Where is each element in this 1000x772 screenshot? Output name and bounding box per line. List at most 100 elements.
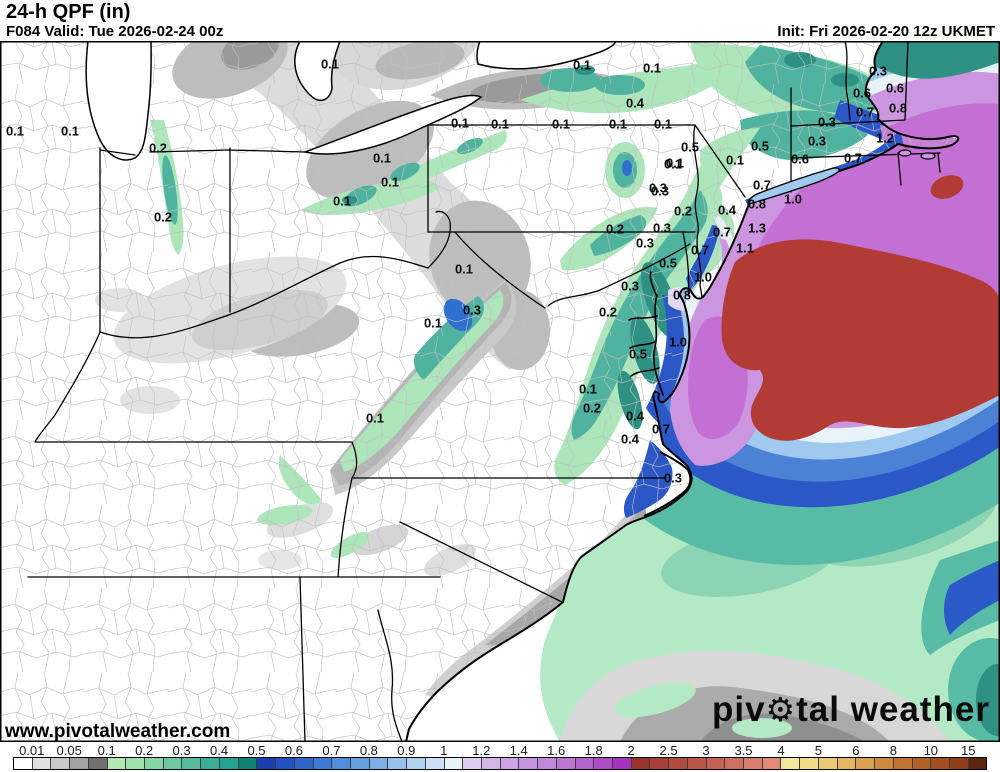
contour-label: 0.5 xyxy=(681,140,699,155)
init-time-label: Init: Fri 2026-02-20 12z UKMET xyxy=(777,23,995,40)
colorbar-tick-label: 1.6 xyxy=(547,743,566,758)
great-lakes xyxy=(85,40,618,161)
contour-label: 0.1 xyxy=(654,117,672,132)
colorbar-tick-label: 15 xyxy=(961,743,976,758)
contour-label: 0.3 xyxy=(818,115,836,130)
colorbar: 0.01 0.05 0.1 0.2 0.3 0.4 0.5 0.6 0.7 0.8 0.9 1 1.2 1… xyxy=(13,743,987,770)
colorbar-cell xyxy=(949,758,969,769)
colorbar-cell xyxy=(781,758,801,769)
colorbar-cell xyxy=(276,758,295,769)
colorbar-tick-label: 3 xyxy=(702,743,710,758)
contour-label: 0.7 xyxy=(713,225,731,240)
contour-label: 0.1 xyxy=(643,61,661,76)
colorbar-cell xyxy=(481,758,501,769)
contour-label: 0.4 xyxy=(626,96,645,111)
contour-label: 0.1 xyxy=(424,316,442,331)
qpf-map[interactable]: 0.1 0.1 0.1 0.1 0.1 0.3 0.6 0.6 0.7 0.8 1.2 0.7 0.6 0… xyxy=(0,0,1000,743)
colorbar-tick-label: 0.9 xyxy=(397,743,416,758)
colorbar-tick-label: 5 xyxy=(814,743,823,758)
contour-label: 0.1 xyxy=(666,156,684,171)
colorbar-tick-label: 0.05 xyxy=(56,743,82,758)
colorbar-cell xyxy=(687,758,707,769)
contour-label: 1.0 xyxy=(784,192,802,207)
contour-label: 0.1 xyxy=(664,157,682,172)
colorbar-cell xyxy=(912,758,932,769)
colorbar-tick-label: 1.8 xyxy=(584,743,603,758)
colorbar-cell xyxy=(669,758,688,769)
contour-label: 0.7 xyxy=(844,151,862,166)
colorbar-cell xyxy=(631,758,651,769)
colorbar-cell xyxy=(650,758,670,769)
contour-label: 0.4 xyxy=(621,432,640,447)
colorbar-cell xyxy=(313,758,333,769)
contour-label: 0.5 xyxy=(659,256,677,271)
contour-label: 0.3 xyxy=(869,64,887,79)
colorbar-cell xyxy=(425,758,445,769)
contour-label: 0.1 xyxy=(381,175,399,190)
colorbar-cell xyxy=(706,758,726,769)
colorbar-scale xyxy=(13,757,987,770)
colorbar-cell xyxy=(744,758,763,769)
colorbar-tick-label: 6 xyxy=(852,743,860,758)
contour-label: 0.3 xyxy=(649,181,667,196)
contour-label: 0.1 xyxy=(333,194,351,209)
watermark-url: www.pivotalweather.com xyxy=(5,721,231,742)
colorbar-tick-label: 0.8 xyxy=(359,743,378,758)
contour-label: 0.2 xyxy=(599,305,617,320)
contour-label: 0.4 xyxy=(718,203,737,218)
pivotal-weather-logo: piv⚙tal weather xyxy=(712,690,990,730)
colorbar-cell xyxy=(556,758,576,769)
page-title: 24-h QPF (in) xyxy=(6,1,131,23)
colorbar-cell xyxy=(350,758,370,769)
colorbar-cell xyxy=(107,758,127,769)
contour-label: 0.7 xyxy=(856,105,874,120)
colorbar-cell xyxy=(538,758,557,769)
colorbar-cell xyxy=(257,758,277,769)
contour-label: 0.2 xyxy=(149,141,167,156)
island xyxy=(920,152,936,160)
contour-label: 0.7 xyxy=(753,178,771,193)
contour-label: 0.1 xyxy=(373,151,391,166)
contour-label: 0.6 xyxy=(886,81,904,96)
colorbar-cell xyxy=(856,758,876,769)
colorbar-cell xyxy=(500,758,520,769)
colorbar-cell xyxy=(14,758,33,769)
colorbar-cell xyxy=(875,758,894,769)
contour-label: 0.1 xyxy=(321,57,339,72)
logo-text: piv xyxy=(711,690,766,729)
colorbar-cell xyxy=(463,758,482,769)
contour-label: 0.3 xyxy=(653,221,671,236)
contour-label: 0.1 xyxy=(455,262,473,277)
colorbar-tick-label: 0.01 xyxy=(19,743,45,758)
colorbar-cell xyxy=(145,758,164,769)
colorbar-cell xyxy=(594,758,613,769)
contour-label: 0.7 xyxy=(691,243,709,258)
contour-label: 0.1 xyxy=(366,411,384,426)
island xyxy=(898,149,912,157)
colorbar-tick-label: 4 xyxy=(777,743,785,758)
colorbar-cell xyxy=(725,758,745,769)
contour-label: 0.8 xyxy=(748,197,766,212)
gear-icon: ⚙ xyxy=(765,691,797,728)
colorbar-cell xyxy=(575,758,595,769)
colorbar-cell xyxy=(519,758,539,769)
contour-label: 0.3 xyxy=(636,236,654,251)
colorbar-cell xyxy=(182,758,202,769)
contour-label: 0.3 xyxy=(621,279,639,294)
map-frame xyxy=(0,41,1000,742)
contour-label: 0.1 xyxy=(491,117,509,132)
colorbar-cell xyxy=(613,758,632,769)
valid-time-label: F084 Valid: Tue 2026-02-24 00z xyxy=(6,23,224,40)
colorbar-labels: 0.01 0.05 0.1 0.2 0.3 0.4 0.5 0.6 0.7 0.8 0.9 1 1.2 1… xyxy=(13,743,987,758)
contour-label: 0.1 xyxy=(609,117,627,132)
contour-label: 0.1 xyxy=(573,58,591,73)
colorbar-tick-label: 0.5 xyxy=(247,743,266,758)
colorbar-tick-label: 0.1 xyxy=(97,743,116,758)
colorbar-cell xyxy=(32,758,52,769)
colorbar-tick-label: 0.4 xyxy=(209,743,229,758)
colorbar-cell xyxy=(407,758,426,769)
colorbar-tick-label: 0.7 xyxy=(322,743,341,758)
colorbar-cell xyxy=(126,758,146,769)
logo-text: tal weather xyxy=(796,690,990,729)
